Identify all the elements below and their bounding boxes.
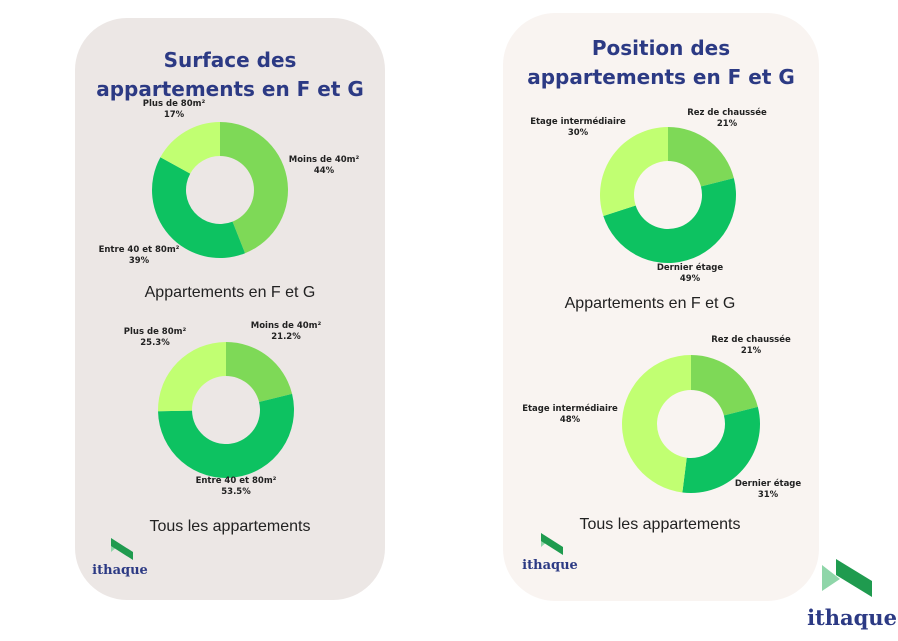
position-fg-caption: Appartements en F et G <box>564 295 736 312</box>
surface-all-slice-value: 25.3% <box>140 338 170 348</box>
position-card: Position des appartements en F et G Appa… <box>503 13 819 601</box>
surface-fg-slice <box>152 157 246 259</box>
brand-logo-left: ithaque <box>91 534 149 580</box>
surface-all-slice <box>158 393 295 478</box>
surface-all-slice <box>158 342 226 412</box>
position-fg-slice-value: 21% <box>717 119 738 129</box>
surface-all-slice-label: Entre 40 et 80m² <box>196 476 277 486</box>
position-all-slice-value: 48% <box>560 415 581 425</box>
brand-wordmark: ithaque <box>92 563 148 578</box>
surface-title-line1: Surface des <box>163 48 297 72</box>
surface-card: Surface des appartements en F et G Appar… <box>75 18 385 600</box>
brand-wordmark: ithaque <box>807 605 897 630</box>
surface-fg-slice-label: Entre 40 et 80m² <box>99 245 180 255</box>
house-logo-icon <box>541 533 563 555</box>
surface-fg-slice-value: 39% <box>129 256 150 266</box>
surface-title-line2: appartements en F et G <box>96 77 364 101</box>
surface-all-slice-label: Plus de 80m² <box>124 327 187 337</box>
surface-fg-slice <box>220 122 289 254</box>
position-fg-slice-value: 30% <box>568 128 589 138</box>
brand-logo-right: ithaque <box>521 529 579 575</box>
brand-wordmark: ithaque <box>522 558 578 573</box>
house-logo-icon <box>822 559 872 597</box>
position-fg-slice-value: 49% <box>680 274 701 284</box>
position-fg-slice <box>668 127 734 187</box>
position-title: Position des appartements en F et G <box>503 34 819 92</box>
house-logo-icon <box>111 538 133 560</box>
position-all-caption: Tous les appartements <box>579 516 741 533</box>
position-all-slice-label: Rez de chaussée <box>711 334 791 345</box>
surface-fg-slice-label: Plus de 80m² <box>143 99 206 109</box>
position-all-slice <box>622 355 691 493</box>
position-all-slice <box>691 355 758 416</box>
position-all-slice <box>682 406 760 493</box>
position-fg-slice-label: Dernier étage <box>657 262 724 273</box>
surface-all-slice <box>226 342 293 402</box>
brand-logo-corner: ithaque <box>806 555 898 635</box>
surface-fg-slice-label: Moins de 40m² <box>289 155 360 165</box>
position-all-slice-value: 21% <box>741 346 762 356</box>
position-all-slice-value: 31% <box>758 490 779 500</box>
position-fg-slice <box>603 178 736 263</box>
position-all-slice-label: Etage intermédiaire <box>522 403 618 414</box>
position-fg-slice <box>600 127 668 217</box>
surface-fg-caption: Appartements en F et G <box>144 284 316 301</box>
position-fg-slice-label: Etage intermédiaire <box>530 116 626 127</box>
position-all-slice-label: Dernier étage <box>735 478 802 489</box>
position-title-line2: appartements en F et G <box>527 65 795 89</box>
surface-fg-slice <box>160 121 220 174</box>
surface-all-slice-value: 53.5% <box>221 487 251 497</box>
surface-title: Surface des appartements en F et G <box>75 46 385 104</box>
surface-all-slice-value: 21.2% <box>271 332 301 342</box>
surface-all-slice-label: Moins de 40m² <box>251 321 322 331</box>
surface-all-caption: Tous les appartements <box>149 518 311 535</box>
position-title-line1: Position des <box>591 36 731 60</box>
surface-fg-slice-value: 44% <box>314 166 335 176</box>
position-fg-slice-label: Rez de chaussée <box>687 107 767 118</box>
surface-fg-slice-value: 17% <box>164 110 185 120</box>
